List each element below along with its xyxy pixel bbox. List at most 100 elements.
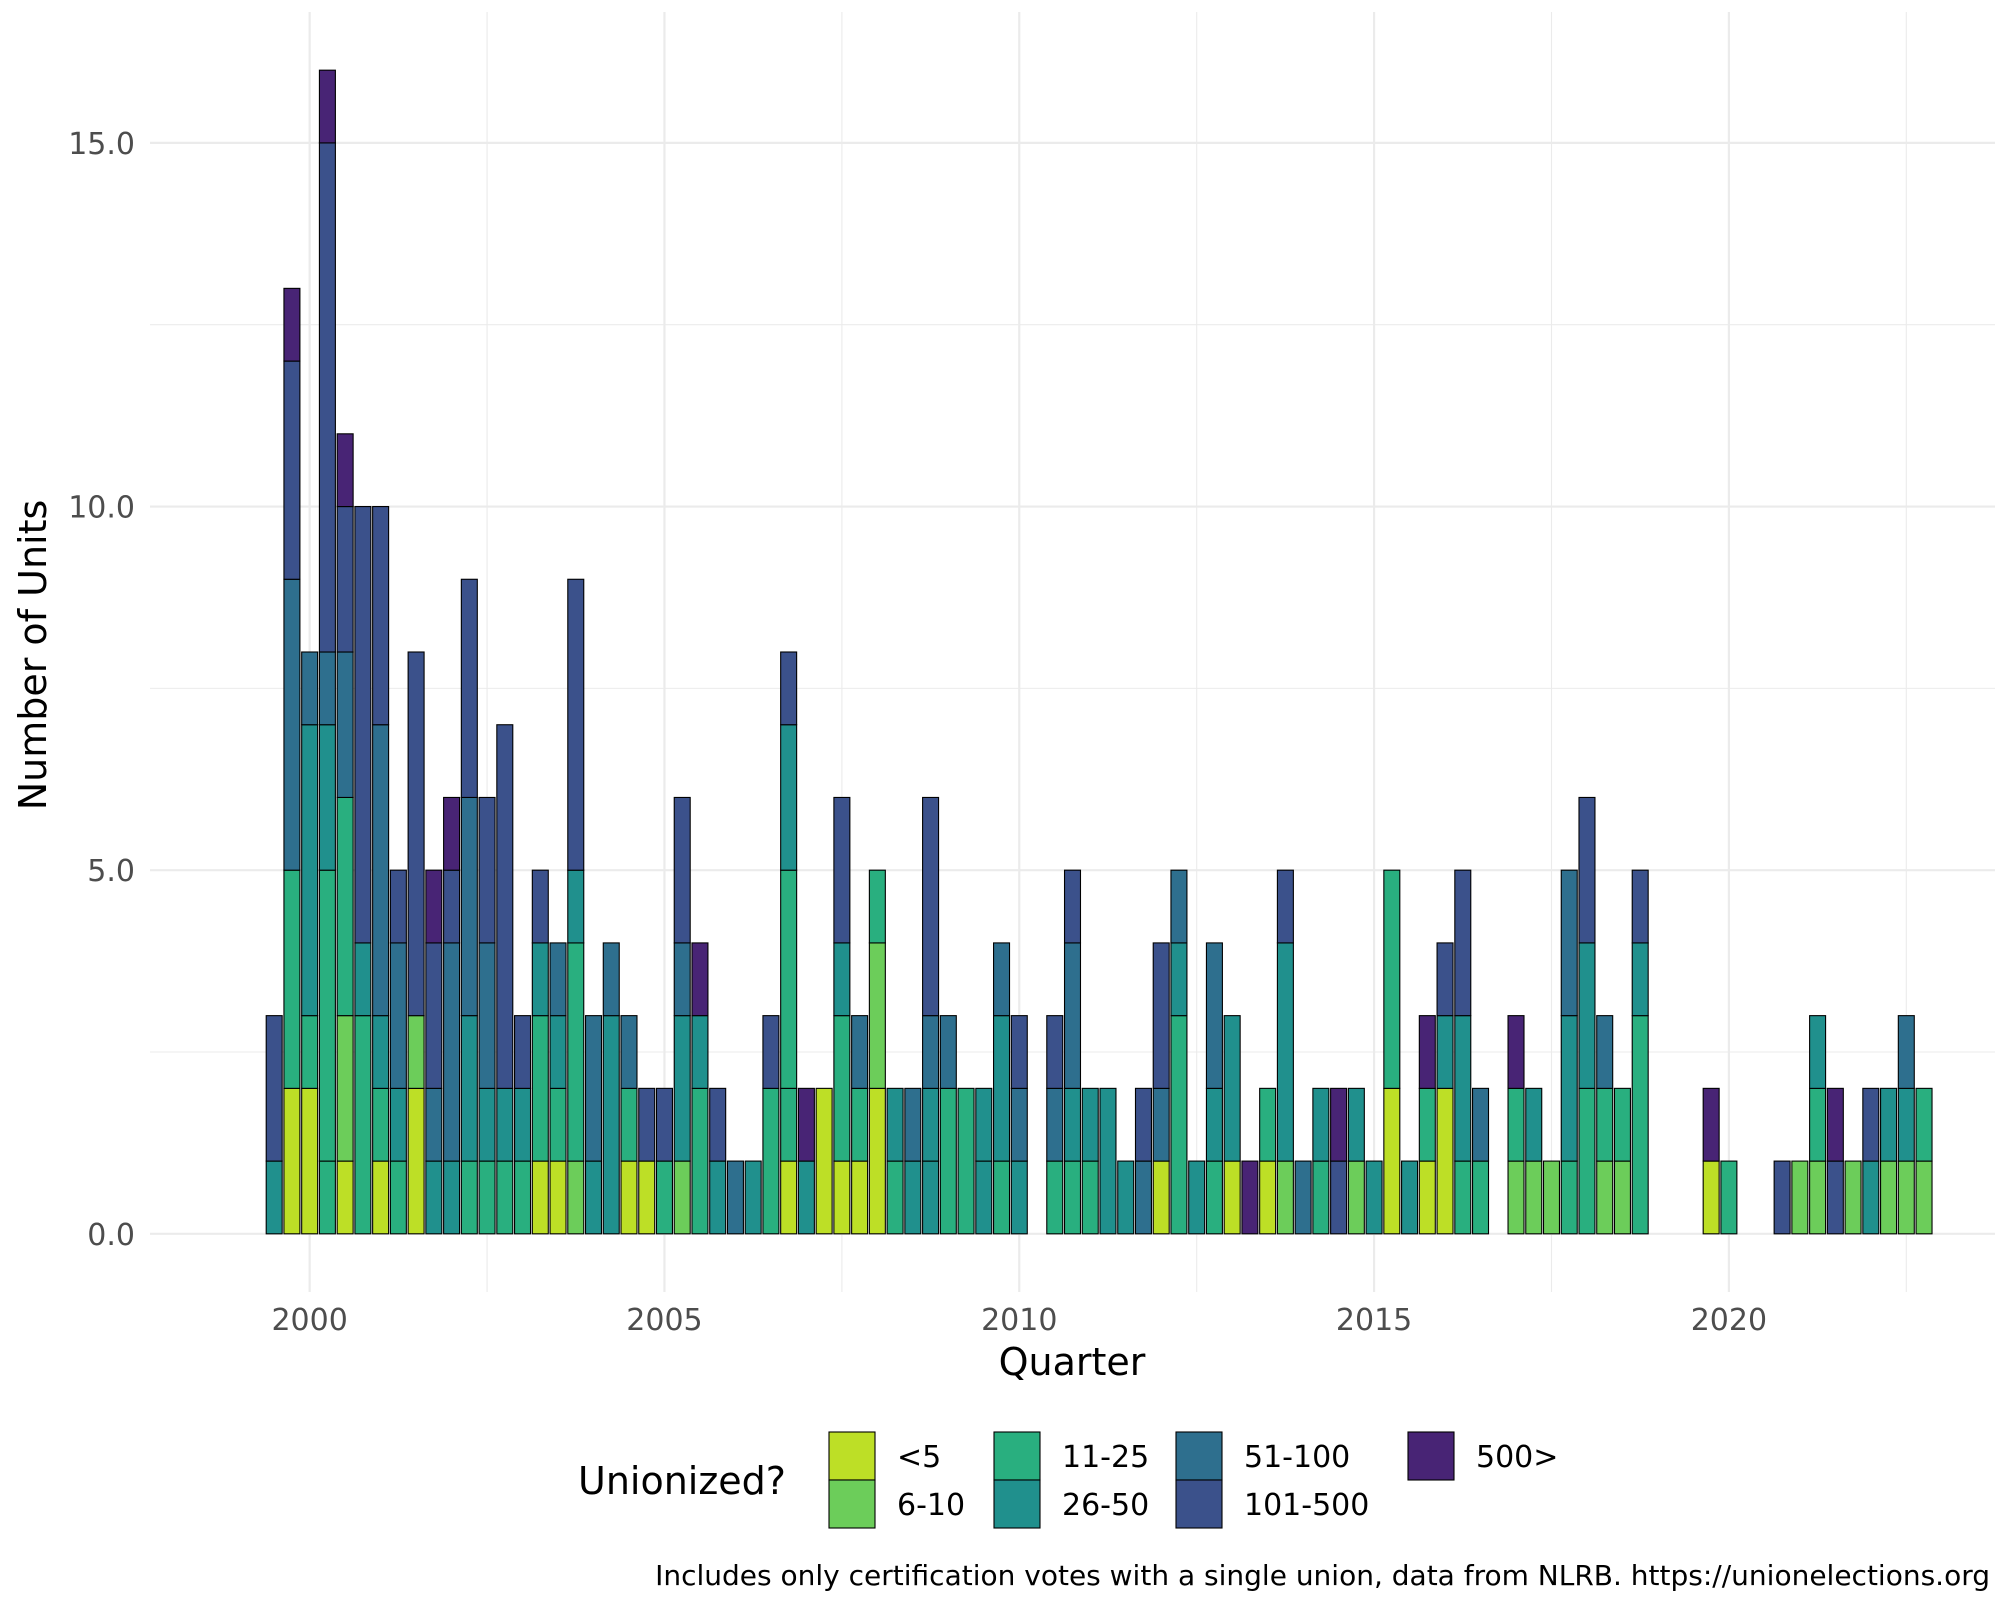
bar-segment	[1809, 1015, 1827, 1089]
bar-segment	[425, 942, 443, 1089]
bar-segment	[1880, 1087, 1898, 1162]
bar-segment	[1347, 1087, 1365, 1162]
bar-segment	[389, 942, 407, 1089]
bar-segment	[1223, 1160, 1241, 1235]
bar-segment	[851, 1087, 869, 1162]
bar-segment	[301, 724, 319, 1017]
legend: Unionized? <5 6-10 11-25 26-50 51-100 101-500…	[578, 1431, 1558, 1529]
bar-segment	[283, 1087, 301, 1235]
bar-segment	[673, 1160, 691, 1235]
bar-segment	[1826, 1087, 1844, 1162]
bar-segment	[496, 1087, 514, 1162]
bar-segment	[584, 1160, 603, 1235]
bar-segment	[673, 942, 691, 1017]
caption: Includes only certification votes with a…	[655, 1559, 1990, 1592]
bar-segment	[1826, 1160, 1844, 1235]
x-tick-label: 2015	[1336, 1303, 1412, 1338]
bar-segment	[922, 1015, 940, 1089]
bar-segment	[673, 796, 691, 944]
bar-segment	[336, 796, 354, 1017]
bar-segment	[531, 942, 549, 1017]
bar-segment	[797, 1087, 815, 1162]
bar-segment	[318, 69, 336, 144]
bar-segment	[975, 1087, 993, 1162]
bar-segment	[336, 651, 354, 798]
bar-segment	[407, 651, 425, 1017]
bar-segment	[1188, 1160, 1206, 1235]
bar-segment	[318, 142, 336, 653]
bar-segment	[691, 942, 709, 1017]
bar-segment	[549, 1015, 567, 1089]
bar-segment	[1081, 1087, 1099, 1162]
bar-segment	[1418, 1087, 1436, 1162]
bar-segment	[1897, 1087, 1915, 1162]
bar-segment	[1063, 942, 1082, 1089]
bar-segment	[407, 1087, 425, 1235]
bar-segment	[1542, 1160, 1561, 1235]
bar-segment	[709, 1160, 727, 1235]
bar-segment	[372, 1015, 390, 1089]
y-tick-label: 5.0	[87, 854, 135, 889]
bar-segment	[567, 942, 585, 1162]
bar-segment	[993, 942, 1011, 1017]
bar-segment	[1152, 942, 1170, 1089]
bar-segment	[780, 869, 798, 1089]
bar-segment	[567, 869, 585, 944]
bar-segment	[1099, 1087, 1117, 1235]
bar-segment	[389, 1087, 407, 1162]
bar-segment	[1063, 1087, 1082, 1162]
bar-segment	[1046, 1087, 1064, 1162]
legend-key	[993, 1431, 1041, 1481]
bar-segment	[1631, 942, 1649, 1017]
bar-segment	[1312, 1160, 1330, 1235]
legend-key	[1175, 1431, 1223, 1481]
x-axis-ticks: 2000 2005 2010 2015 2020	[271, 1303, 1767, 1338]
bar-segment	[797, 1160, 815, 1235]
bar-segment	[265, 1160, 283, 1235]
bar-segment	[1205, 942, 1223, 1089]
bar-segment	[1897, 1015, 1915, 1089]
bar-segment	[1915, 1160, 1933, 1235]
bar-segment	[1081, 1160, 1099, 1235]
bar-segment	[815, 1087, 833, 1235]
bar-segment	[1702, 1087, 1720, 1162]
bar-segment	[460, 796, 478, 1017]
bar-segment	[851, 1160, 869, 1235]
bar-segment	[549, 1087, 567, 1162]
bar-segment	[460, 578, 478, 799]
bar-segment	[1046, 1015, 1064, 1089]
bar-segment	[318, 651, 336, 726]
bar-segment	[780, 1087, 798, 1162]
bar-segment	[1454, 1015, 1472, 1162]
bar-segment	[336, 433, 354, 508]
bar-segment	[567, 578, 585, 871]
bar-segment	[620, 1160, 638, 1235]
bar-segment	[1507, 1015, 1525, 1089]
bar-segment	[744, 1160, 762, 1235]
bar-segment	[1117, 1160, 1135, 1235]
y-axis-title: Number of Units	[11, 500, 55, 811]
bar-segment	[301, 1087, 319, 1235]
bar-segment	[531, 1015, 549, 1162]
bar-segment	[1418, 1160, 1436, 1235]
bar-segment	[283, 287, 301, 362]
bar-segment	[1383, 1087, 1401, 1235]
bar-segment	[1010, 1160, 1028, 1235]
bar-segment	[1312, 1087, 1330, 1162]
bar-segment	[389, 869, 407, 944]
bar-segment	[1862, 1160, 1880, 1235]
bar-segment	[1134, 1160, 1152, 1235]
bar-segment	[1897, 1160, 1915, 1235]
bar-segment	[460, 1160, 478, 1235]
bar-segment	[1773, 1160, 1791, 1235]
bar-segment	[673, 1015, 691, 1162]
bar-segment	[1720, 1160, 1738, 1235]
bar-segment	[833, 1015, 851, 1162]
bar-segment	[851, 1015, 869, 1089]
bar-segment	[922, 796, 940, 1017]
bar-segment	[549, 1160, 567, 1235]
bar-segment	[1631, 869, 1649, 944]
bar-segment	[1401, 1160, 1419, 1235]
bar-segment	[283, 360, 301, 580]
bar-segment	[939, 1087, 957, 1235]
